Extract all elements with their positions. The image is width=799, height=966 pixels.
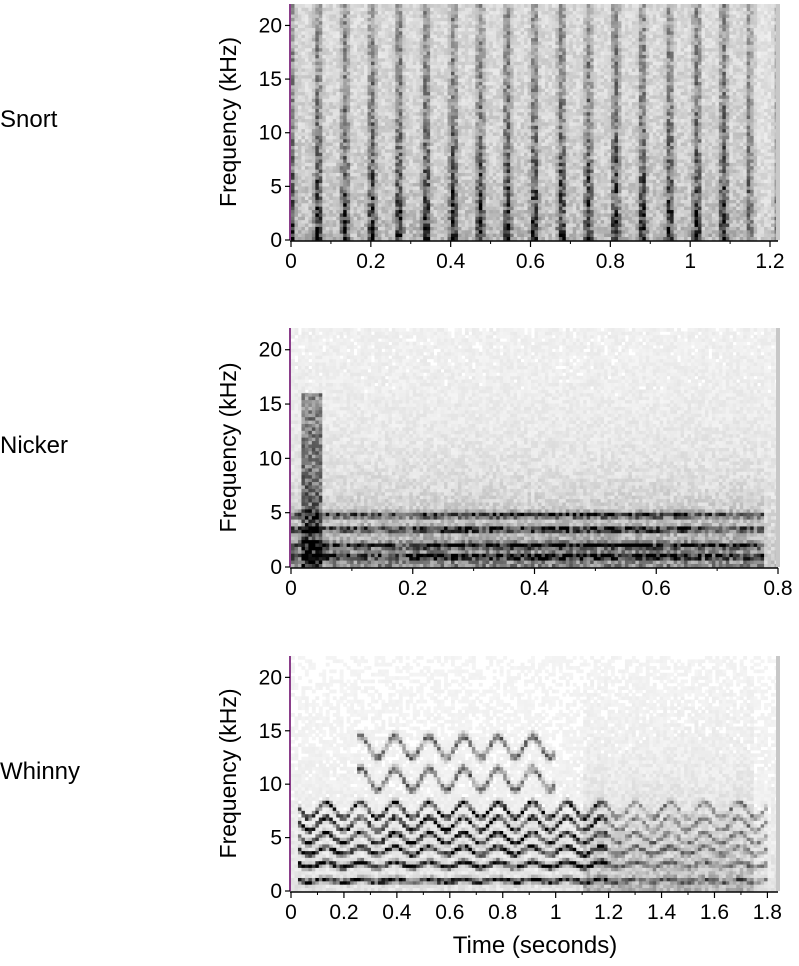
y-tick-label: 10 — [259, 122, 282, 145]
x-tick-label: 0 — [285, 577, 297, 600]
x-tick-label: 0.6 — [516, 250, 545, 273]
x-tick-label: 0.8 — [488, 901, 517, 924]
x-tick-label: 0 — [285, 250, 297, 273]
y-tick-label: 20 — [259, 666, 282, 689]
nicker-label: Nicker — [0, 432, 68, 460]
y-tick-label: 5 — [270, 502, 282, 525]
x-tick-label: 1.6 — [700, 901, 729, 924]
right-border — [776, 656, 780, 891]
y-tick-label: 15 — [259, 393, 282, 416]
y-tick-label: 15 — [259, 68, 282, 91]
x-tick-label: 0.2 — [329, 901, 358, 924]
x-tick-label: 1.4 — [647, 901, 677, 924]
x-tick-label: 1 — [684, 250, 696, 273]
right-border — [776, 4, 780, 240]
x-tick-label: 0.6 — [642, 577, 671, 600]
spectrogram-cells — [291, 4, 779, 241]
x-tick-label: 1 — [550, 901, 562, 924]
snort-spectrogram: 0 5 10 15 20 0 0.2 0.4 0.6 0.8 1 1.2 Frequency (kHz) — [215, 4, 785, 273]
y-tick-label: 0 — [270, 229, 282, 252]
x-tick-label: 0.4 — [382, 901, 412, 924]
x-tick-label: 0 — [285, 901, 297, 924]
x-tick-label: 1.8 — [753, 901, 782, 924]
snort-label: Snort — [0, 106, 57, 134]
y-axis-title: Frequency (kHz) — [215, 689, 241, 859]
x-tick-label: 1.2 — [755, 250, 784, 273]
spectrogram-cells — [291, 656, 779, 892]
x-tick-label: 0.4 — [436, 250, 466, 273]
y-tick-label: 0 — [270, 556, 282, 579]
y-tick-label: 20 — [259, 14, 282, 37]
spectrogram-cells — [291, 328, 779, 568]
right-border — [776, 328, 780, 567]
y-axis-title: Frequency (kHz) — [215, 363, 241, 533]
y-tick-label: 5 — [270, 827, 282, 850]
nicker-spectrogram: 0 5 10 15 20 0 0.2 0.4 0.6 0.8 Frequency (kHz) — [215, 328, 793, 600]
whinny-label: Whinny — [0, 758, 80, 786]
y-tick-label: 5 — [270, 175, 282, 198]
x-tick-label: 0.2 — [356, 250, 385, 273]
x-tick-label: 0.8 — [596, 250, 625, 273]
x-tick-label: 0.6 — [435, 901, 464, 924]
x-tick-label: 0.2 — [398, 577, 427, 600]
y-tick-label: 0 — [270, 880, 282, 903]
y-axis-title: Frequency (kHz) — [215, 37, 241, 207]
x-axis-title: Time (seconds) — [290, 932, 780, 960]
whinny-spectrogram: 0 5 10 15 20 0 0.2 0.4 0.6 0.8 1 1.2 1.4 1.6 1.8 Freque… — [215, 656, 782, 924]
y-tick-label: 10 — [259, 773, 282, 796]
y-tick-label: 15 — [259, 720, 282, 743]
y-tick-label: 20 — [259, 339, 282, 362]
x-tick-label: 0.8 — [763, 577, 792, 600]
x-tick-label: 1.2 — [594, 901, 623, 924]
y-tick-label: 10 — [259, 447, 282, 470]
x-tick-label: 0.4 — [520, 577, 550, 600]
